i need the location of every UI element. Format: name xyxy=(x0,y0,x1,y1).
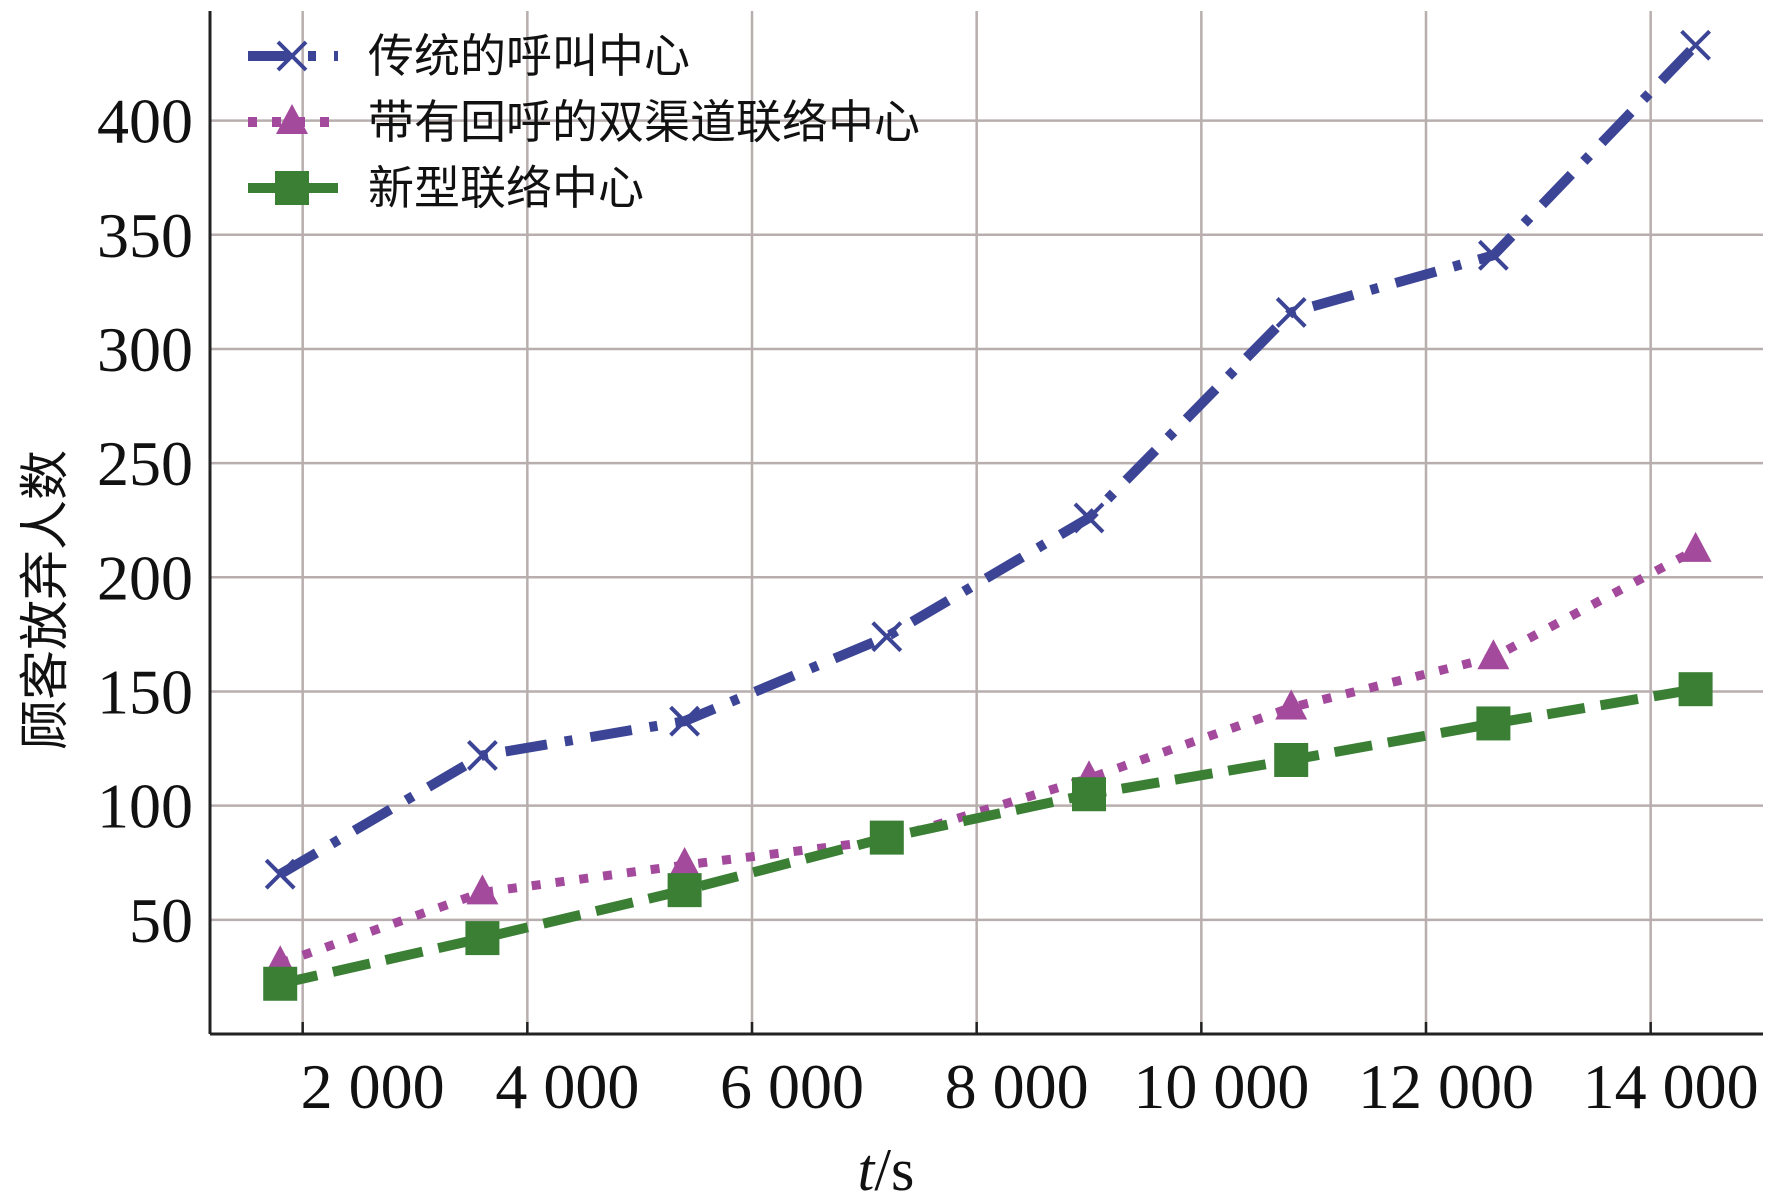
axes xyxy=(208,11,1763,1036)
square-marker xyxy=(1072,777,1107,812)
x-tick-label: 14 000 xyxy=(1583,1051,1759,1122)
y-tick-label: 300 xyxy=(97,314,193,385)
x-marker xyxy=(669,705,701,737)
y-tick-label: 250 xyxy=(97,428,193,499)
x-marker xyxy=(1680,29,1712,61)
x-marker xyxy=(276,40,308,72)
triangle-marker xyxy=(1275,689,1308,720)
y-tick-label: 400 xyxy=(97,86,193,157)
square-marker xyxy=(667,873,702,908)
x-axis-label: t/s xyxy=(858,1137,915,1199)
x-tick-label: 8 000 xyxy=(945,1051,1089,1122)
y-tick-label: 200 xyxy=(97,542,193,613)
series-0 xyxy=(264,29,1712,890)
legend-label: 新型联络中心 xyxy=(368,161,644,215)
y-tick-label: 100 xyxy=(97,771,193,842)
x-marker xyxy=(1275,297,1307,328)
square-marker xyxy=(263,966,298,1001)
legend-label: 带有回呼的双渠道联络中心 xyxy=(368,95,920,149)
square-marker xyxy=(1476,706,1511,741)
x-marker xyxy=(1477,239,1509,271)
series-2 xyxy=(263,672,1713,1001)
series-line xyxy=(278,545,1698,968)
legend-item: 传统的呼叫中心 xyxy=(248,29,690,83)
triangle-marker xyxy=(1477,639,1510,670)
x-tick-label: 2 000 xyxy=(301,1051,445,1122)
x-marker xyxy=(264,858,296,890)
series-line xyxy=(279,684,1697,989)
y-tick-label: 350 xyxy=(97,200,193,271)
x-tick-label: 6 000 xyxy=(720,1051,864,1122)
triangle-marker xyxy=(466,874,499,905)
series xyxy=(263,29,1713,1001)
legend-label: 传统的呼叫中心 xyxy=(368,29,690,83)
legend-item: 带有回呼的双渠道联络中心 xyxy=(248,95,920,149)
y-tick-label: 150 xyxy=(97,656,193,727)
triangle-marker xyxy=(276,104,308,134)
x-tick-label: 12 000 xyxy=(1358,1051,1534,1122)
square-marker xyxy=(275,171,309,205)
x-marker xyxy=(871,621,903,653)
x-tick-label: 10 000 xyxy=(1133,1051,1309,1122)
x-tick-label: 4 000 xyxy=(495,1051,639,1122)
ticks: 2 000 4 000 6 000 8 000 10 000 12 000 14 000 50… xyxy=(97,86,1759,1122)
grid xyxy=(210,11,1763,1034)
square-marker xyxy=(465,921,500,956)
legend-item: 新型联络中心 xyxy=(248,161,644,215)
square-marker xyxy=(1274,742,1309,777)
y-tick-label: 50 xyxy=(129,885,193,956)
square-marker xyxy=(1678,672,1713,707)
x-marker xyxy=(1073,502,1105,534)
y-axis-label: 顾客放弃人数 xyxy=(16,450,74,750)
triangle-marker xyxy=(668,847,701,878)
x-marker xyxy=(466,740,498,771)
triangle-marker xyxy=(1679,531,1712,562)
series-line xyxy=(277,41,1700,879)
square-marker xyxy=(869,820,904,855)
